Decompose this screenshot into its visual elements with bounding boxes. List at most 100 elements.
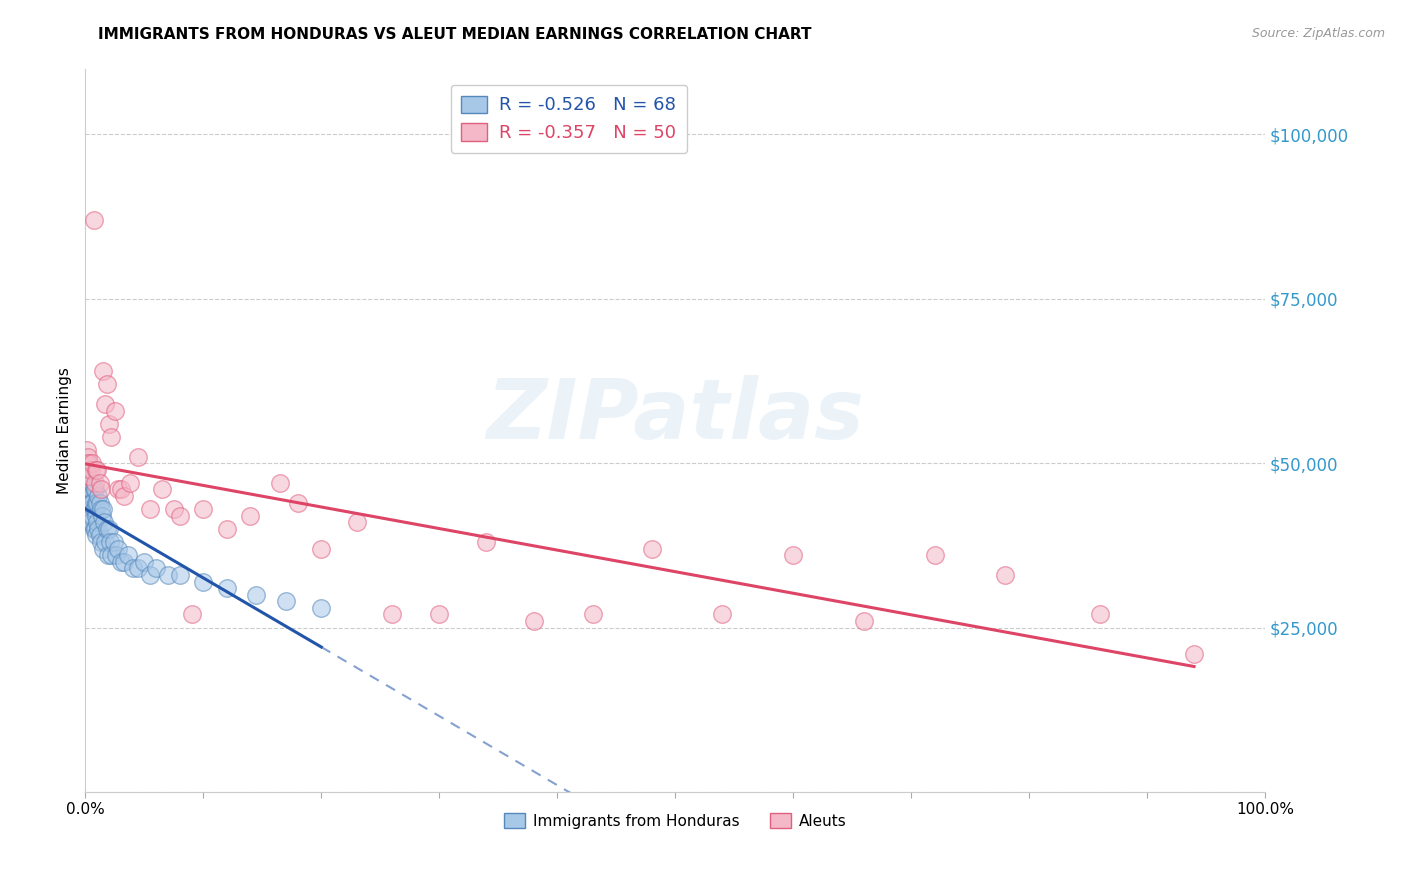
Point (80, 516, 103, 530)
Point (94, 535, 117, 549)
Point (77, 483, 100, 497)
Point (76, 450, 98, 464)
Point (107, 541, 129, 556)
Point (87, 489, 110, 503)
Point (76, 442, 98, 457)
Point (83, 502, 105, 516)
Point (346, 516, 368, 530)
Point (89, 528, 111, 542)
Point (581, 607, 603, 622)
Point (97, 548, 120, 562)
Point (103, 535, 125, 549)
Point (711, 607, 734, 622)
Point (274, 594, 297, 608)
Point (86, 516, 108, 530)
Point (127, 450, 149, 464)
Point (169, 568, 191, 582)
Point (104, 403, 127, 417)
Point (77, 456, 100, 470)
Point (77, 469, 100, 483)
Point (84, 495, 107, 509)
Point (96, 522, 118, 536)
Point (82, 456, 104, 470)
Point (381, 607, 404, 622)
Point (79, 483, 101, 497)
Point (82, 475, 104, 490)
Point (84, 528, 107, 542)
Point (83, 502, 105, 516)
Point (83, 483, 105, 497)
Point (80, 502, 103, 516)
Point (76, 469, 98, 483)
Point (96, 377, 118, 392)
Point (100, 430, 122, 444)
Point (107, 483, 129, 497)
Point (84, 463, 107, 477)
Point (76, 483, 98, 497)
Point (91, 541, 114, 556)
Point (76, 456, 98, 470)
Point (87, 522, 110, 536)
Point (139, 568, 162, 582)
Point (193, 574, 215, 589)
Point (77, 495, 100, 509)
Point (994, 568, 1017, 582)
Point (269, 475, 291, 490)
Point (91, 364, 114, 378)
Point (76, 483, 98, 497)
Point (139, 502, 162, 516)
Point (193, 502, 215, 516)
Point (86, 463, 108, 477)
Point (82, 508, 104, 523)
Point (97, 417, 120, 431)
Point (90, 483, 112, 497)
Point (77, 508, 100, 523)
Point (76, 475, 98, 490)
Point (94, 397, 117, 411)
Point (93, 516, 115, 530)
Point (83, 483, 105, 497)
Point (89, 495, 111, 509)
Point (77, 502, 100, 516)
Point (79, 502, 101, 516)
Point (134, 555, 156, 569)
Point (145, 561, 167, 575)
Point (180, 607, 202, 622)
Point (76, 469, 98, 483)
Point (98, 535, 121, 549)
Point (83, 522, 105, 536)
Point (239, 508, 262, 523)
Point (76, 469, 98, 483)
Point (156, 568, 179, 582)
Point (77, 475, 100, 490)
Text: ZIPatlas: ZIPatlas (486, 376, 865, 457)
Point (150, 483, 173, 497)
Point (100, 548, 122, 562)
Point (427, 607, 450, 622)
Point (112, 489, 135, 503)
Point (169, 508, 191, 523)
Point (110, 555, 132, 569)
Point (83, 212, 105, 227)
Text: Source: ZipAtlas.com: Source: ZipAtlas.com (1251, 27, 1385, 40)
Point (1182, 647, 1205, 661)
Point (309, 541, 332, 556)
Point (91, 502, 114, 516)
Point (83, 475, 105, 490)
Point (89, 475, 111, 490)
Point (79, 489, 101, 503)
Point (84, 508, 107, 523)
Point (215, 581, 238, 595)
Point (76, 456, 98, 470)
Point (80, 463, 103, 477)
Y-axis label: Median Earnings: Median Earnings (58, 367, 72, 493)
Point (80, 495, 103, 509)
Point (475, 535, 498, 549)
Point (117, 548, 139, 562)
Point (1088, 607, 1111, 622)
Point (82, 495, 104, 509)
Point (112, 555, 135, 569)
Point (97, 522, 120, 536)
Point (76, 489, 98, 503)
Point (782, 548, 804, 562)
